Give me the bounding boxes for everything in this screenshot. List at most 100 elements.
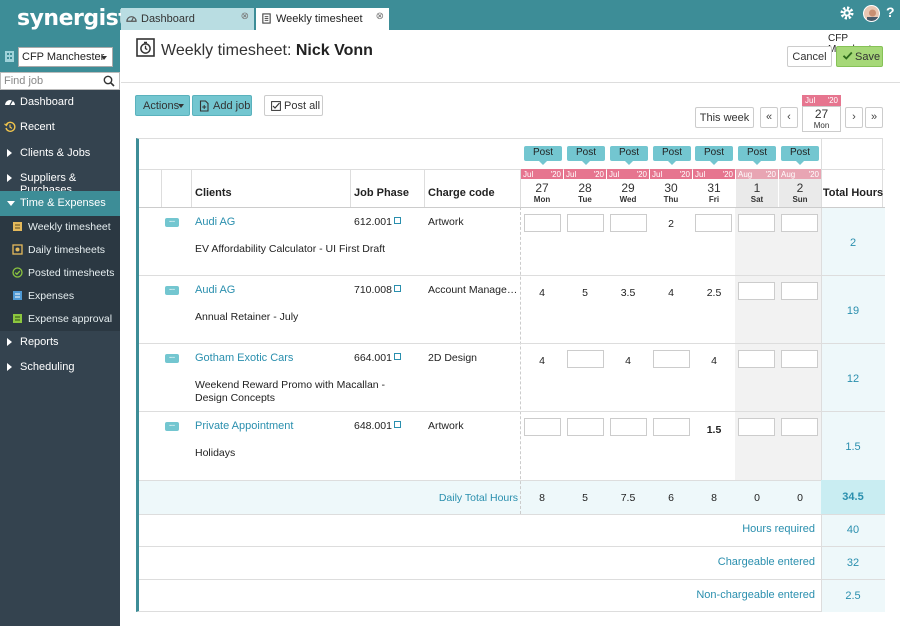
hours-input[interactable] [524, 418, 561, 436]
post-day-button[interactable]: Post [524, 146, 562, 165]
post-day-button[interactable]: Post [781, 146, 819, 165]
sidebar-item-clients-jobs[interactable]: Clients & Jobs [0, 141, 120, 166]
job-phase[interactable]: 664.001 [354, 352, 401, 364]
post-day-button[interactable]: Post [653, 146, 691, 165]
date-picker[interactable]: 27 Mon [802, 106, 841, 132]
user-avatar[interactable] [863, 5, 880, 22]
hours-input[interactable] [738, 418, 775, 436]
search-icon[interactable] [103, 75, 115, 87]
hours-input[interactable] [567, 350, 604, 368]
hours-value[interactable]: 4 [711, 355, 717, 367]
hours-input[interactable] [781, 350, 818, 368]
hours-input[interactable] [738, 350, 775, 368]
close-icon[interactable]: ⊗ [375, 11, 384, 22]
tab-weekly-timesheet[interactable]: Weekly timesheet ⊗ [256, 8, 389, 30]
sidebar-item-suppliers-purchases[interactable]: Suppliers & Purchases [0, 166, 120, 196]
phase-link-icon[interactable] [393, 353, 401, 360]
sidebar-subitem-expenses[interactable]: Expenses [0, 285, 120, 308]
day-weekday: Thu [663, 195, 679, 204]
row-divider [139, 480, 885, 481]
sidebar-subitem-label: Expense approval [28, 313, 113, 325]
tab-dashboard[interactable]: Dashboard ⊗ [121, 8, 254, 30]
hours-value[interactable]: 5 [582, 287, 588, 299]
hours-input[interactable] [695, 214, 732, 232]
phase-link-icon[interactable] [393, 217, 401, 224]
daily-total-value: 8 [711, 492, 717, 504]
row-menu-button[interactable]: ... [165, 217, 179, 227]
hours-value[interactable]: 2 [668, 218, 674, 230]
hours-input[interactable] [781, 214, 818, 232]
job-phase[interactable]: 648.001 [354, 420, 401, 432]
row-menu-button[interactable]: ... [165, 353, 179, 363]
hours-input[interactable] [781, 282, 818, 300]
checkmark-icon [842, 51, 853, 60]
post-all-button[interactable]: Post all [264, 95, 323, 116]
hours-input[interactable] [610, 214, 647, 232]
hours-input[interactable] [524, 214, 561, 232]
hours-input[interactable] [567, 418, 604, 436]
cancel-button[interactable]: Cancel [787, 46, 832, 67]
client-link[interactable]: Audi AG [195, 284, 236, 296]
month-bar: Jul '20 [693, 169, 735, 179]
row-menu-button[interactable]: ... [165, 285, 179, 295]
close-icon[interactable]: ⊗ [240, 11, 249, 22]
phase-link-icon[interactable] [393, 285, 401, 292]
last-week-button[interactable]: » [865, 107, 883, 128]
post-day-button[interactable]: Post [567, 146, 605, 165]
company-select[interactable]: CFP Manchester [18, 47, 113, 67]
sidebar-item-time-expenses[interactable]: Time & Expenses [0, 191, 120, 216]
total-column-shade [821, 207, 885, 612]
hours-value[interactable]: 4 [668, 287, 674, 299]
hours-value[interactable]: 3.5 [620, 287, 636, 299]
sidebar-item-reports[interactable]: Reports [0, 330, 120, 355]
hours-value[interactable]: 4 [539, 355, 545, 367]
next-week-button[interactable]: › [845, 107, 863, 128]
gear-icon[interactable] [839, 5, 855, 21]
previous-week-button[interactable]: ‹ [780, 107, 798, 128]
help-icon[interactable]: ? [886, 4, 895, 20]
client-link[interactable]: Private Appointment [195, 420, 294, 432]
add-job-button[interactable]: Add job [192, 95, 252, 116]
hours-input[interactable] [653, 418, 690, 436]
phase-link-icon[interactable] [393, 421, 401, 428]
hours-input[interactable] [738, 282, 775, 300]
sidebar-subitem-daily-timesheets[interactable]: Daily timesheets [0, 239, 120, 262]
sidebar-subitem-posted-timesheets[interactable]: Posted timesheets [0, 262, 120, 285]
actions-button[interactable]: Actions [135, 95, 190, 116]
hours-input[interactable] [781, 418, 818, 436]
hours-input[interactable] [738, 214, 775, 232]
day-month: Jul [523, 170, 534, 179]
job-phase[interactable]: 710.008 [354, 284, 401, 296]
row-menu-button[interactable]: ... [165, 421, 179, 431]
save-button[interactable]: Save [836, 46, 883, 67]
post-day-button[interactable]: Post [695, 146, 733, 165]
post-day-button[interactable]: Post [610, 146, 648, 165]
first-week-button[interactable]: « [760, 107, 778, 128]
date-picker-header[interactable]: Jul '20 [802, 95, 841, 106]
client-link[interactable]: Gotham Exotic Cars [195, 352, 294, 364]
job-name: Annual Retainer - July [195, 311, 299, 323]
hours-value[interactable]: 4 [539, 287, 545, 299]
hours-value[interactable]: 2.5 [706, 287, 722, 299]
sidebar-subitem-weekly-timesheet[interactable]: Weekly timesheet [0, 216, 120, 239]
client-link[interactable]: Audi AG [195, 216, 236, 228]
find-job-input[interactable]: Find job [0, 72, 120, 90]
sidebar-subitem-expense-approval[interactable]: Expense approval [0, 308, 120, 331]
hours-value[interactable]: 1.5 [706, 424, 722, 436]
this-week-button[interactable]: This week [695, 107, 754, 128]
column-header-clients[interactable]: Clients [195, 187, 232, 199]
hours-input[interactable] [567, 214, 604, 232]
sidebar-item-dashboard[interactable]: Dashboard [0, 90, 120, 115]
post-day-button[interactable]: Post [738, 146, 776, 165]
sidebar-item-recent[interactable]: Recent [0, 115, 120, 140]
hours-value[interactable]: 4 [625, 355, 631, 367]
hours-input[interactable] [610, 418, 647, 436]
job-phase[interactable]: 612.001 [354, 216, 401, 228]
column-header-charge-code[interactable]: Charge code [428, 187, 495, 199]
actions-label: Actions [143, 100, 180, 112]
column-header-job-phase[interactable]: Job Phase [354, 187, 410, 199]
sidebar-item-scheduling[interactable]: Scheduling [0, 355, 120, 380]
hours-input[interactable] [653, 350, 690, 368]
synergist-logo[interactable]: synergist [17, 6, 129, 31]
sidebar-subitem-label: Expenses [28, 290, 75, 302]
